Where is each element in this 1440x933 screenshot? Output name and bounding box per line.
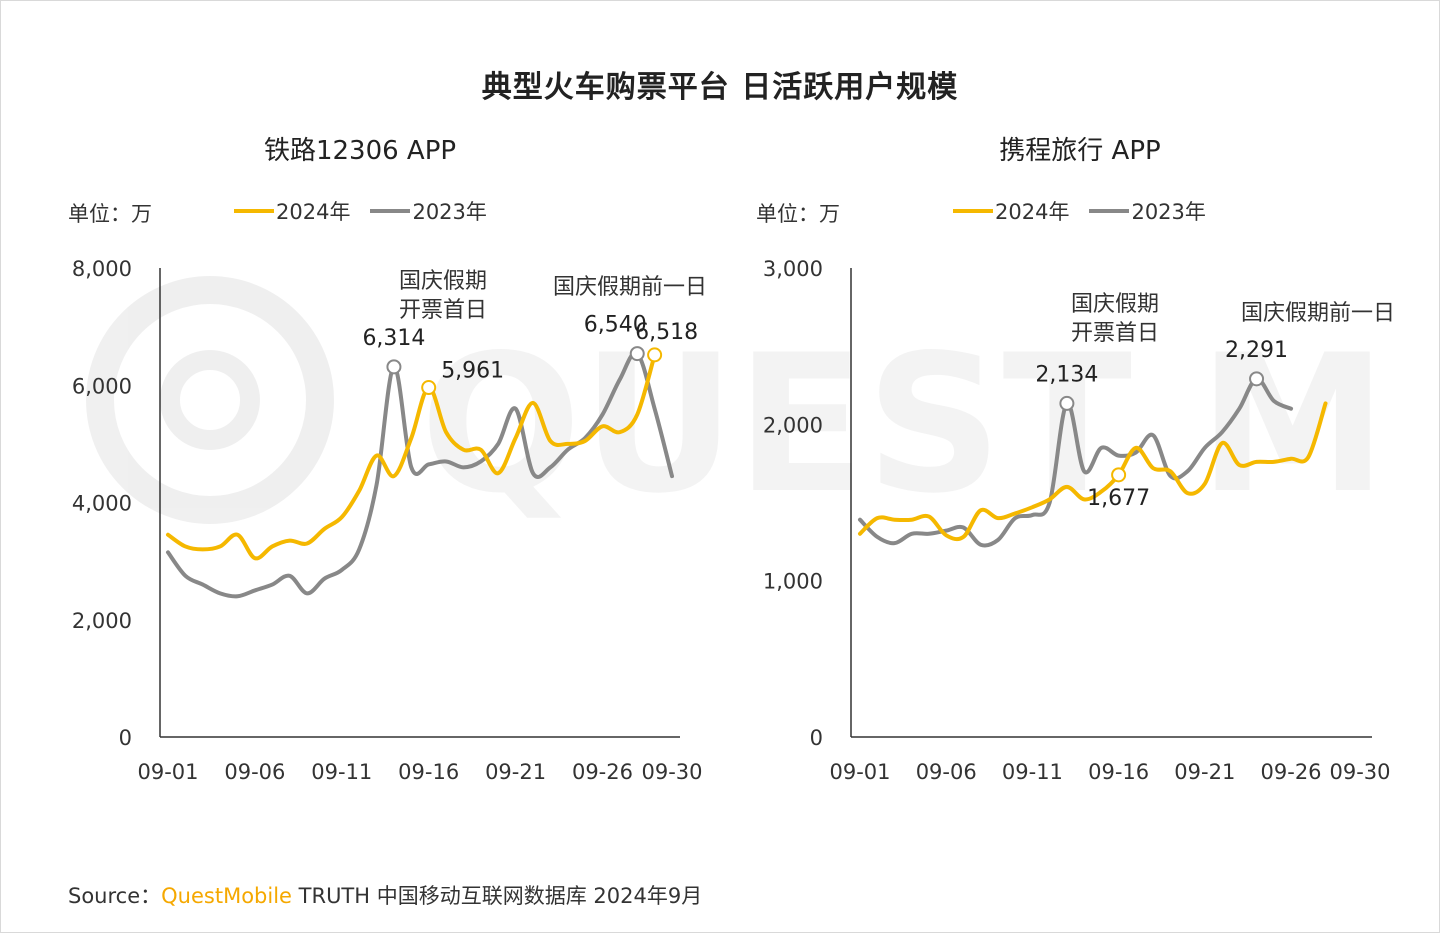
data-label: 2,134 (1035, 362, 1098, 387)
y-tick-label: 2,000 (763, 413, 823, 437)
data-label: 2,291 (1225, 338, 1288, 363)
annotation-text: 国庆假期 (1071, 292, 1159, 317)
data-label: 6,518 (635, 320, 698, 345)
data-label: 6,314 (362, 326, 425, 351)
legend-label-2024: 2024年 (995, 200, 1070, 224)
data-label: 1,677 (1087, 486, 1150, 511)
y-tick-label: 1,000 (763, 570, 823, 594)
legend-item-2023: 2023年 (370, 196, 487, 226)
x-tick-label: 09-11 (1002, 760, 1063, 784)
chart-title-12306: 铁路12306 APP (263, 136, 457, 166)
unit-label-12306: 单位：万 (68, 202, 152, 226)
legend-swatch-2024 (953, 209, 993, 213)
x-tick-label: 09-26 (572, 760, 633, 784)
y-tick-label: 6,000 (72, 374, 132, 398)
x-tick-label: 09-16 (1088, 760, 1149, 784)
legend-ctrip: 2024年 2023年 (953, 196, 1226, 226)
annotation-text: 开票首日 (1071, 321, 1159, 346)
unit-label-ctrip: 单位：万 (756, 202, 840, 226)
x-tick-label: 09-01 (829, 760, 890, 784)
x-tick-label: 09-26 (1261, 760, 1322, 784)
legend-item-2024: 2024年 (234, 196, 350, 226)
source-label: Source： (68, 884, 162, 908)
chart-title-ctrip: 携程旅行 APP (999, 136, 1161, 166)
legend-label-2024: 2024年 (276, 200, 351, 224)
series-line-2024年 (858, 401, 1328, 542)
data-point-marker (386, 359, 402, 375)
y-tick-label: 4,000 (72, 492, 132, 516)
x-tick-label: 09-06 (224, 760, 285, 784)
x-tick-label: 09-21 (485, 760, 546, 784)
source-brand: QuestMobile (161, 884, 292, 908)
x-tick-label: 09-30 (1329, 760, 1390, 784)
y-tick-label: 0 (119, 726, 132, 750)
x-tick-label: 09-06 (916, 760, 977, 784)
series-line-2023年 (166, 350, 674, 599)
legend-label-2023: 2023年 (412, 200, 487, 224)
x-tick-label: 09-16 (398, 760, 459, 784)
x-tick-label: 09-21 (1174, 760, 1235, 784)
y-tick-label: 3,000 (763, 257, 823, 281)
legend-label-2023: 2023年 (1131, 200, 1206, 224)
y-tick-label: 8,000 (72, 257, 132, 281)
annotation-text: 国庆假期前一日 (553, 275, 707, 300)
legend-swatch-2023 (370, 209, 411, 213)
y-tick-label: 2,000 (72, 609, 132, 633)
annotation-text: 开票首日 (399, 298, 487, 323)
annotation-text: 国庆假期 (399, 269, 487, 294)
legend-swatch-2024 (234, 209, 274, 213)
data-point-marker (1059, 395, 1075, 411)
data-point-marker (647, 347, 663, 363)
data-label: 6,540 (584, 313, 647, 338)
data-label: 5,961 (441, 359, 504, 384)
x-tick-label: 09-01 (137, 760, 198, 784)
page-title: 典型火车购票平台 日活跃用户规模 (481, 70, 959, 105)
y-tick-label: 0 (810, 726, 823, 750)
legend-swatch-2023 (1089, 209, 1130, 213)
x-tick-label: 09-30 (641, 760, 702, 784)
x-tick-label: 09-11 (311, 760, 372, 784)
series-line-2023年 (858, 376, 1294, 548)
data-point-marker (1249, 371, 1265, 387)
data-point-marker (421, 380, 437, 396)
legend-item-2023: 2023年 (1089, 196, 1206, 226)
annotation-text: 国庆假期前一日 (1241, 301, 1395, 326)
series-line-2024年 (166, 352, 657, 561)
data-point-marker (1111, 467, 1127, 483)
legend-item-2024: 2024年 (953, 196, 1069, 226)
source-rest: TRUTH 中国移动互联网数据库 2024年9月 (291, 884, 703, 908)
chart-1-group: 0 1,000 2,000 3,000 09-01 09-06 09-11 09-16 09-2… (763, 257, 1395, 784)
data-point-marker (629, 346, 645, 362)
legend-12306: 2024年 2023年 (234, 196, 507, 226)
source-note: Source：QuestMobile TRUTH 中国移动互联网数据库 2024… (68, 880, 702, 910)
chart-0-group: 0 2,000 4,000 6,000 8,000 09-01 09-06 09-11 09-1… (72, 257, 707, 784)
